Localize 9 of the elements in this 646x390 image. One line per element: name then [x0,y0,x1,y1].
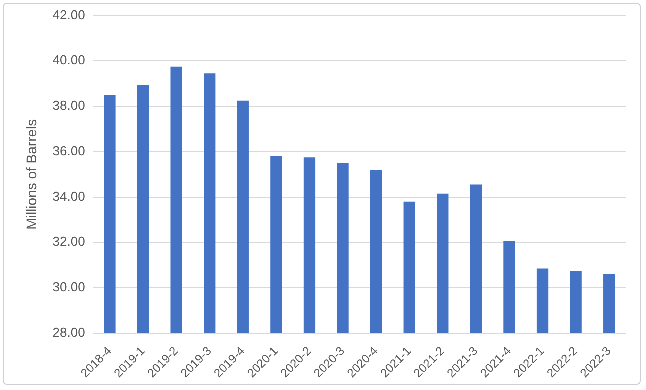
y-tick-label: 38.00 [52,98,86,114]
y-tick-label: 28.00 [52,324,86,340]
y-tick-label: 30.00 [52,280,86,295]
y-tick-label: 40.00 [52,52,86,68]
y-tick-label: 36.00 [52,143,86,158]
y-tick-label: 42.00 [52,7,86,22]
y-axis-title: Millions of Barrels [23,119,40,230]
y-tick-label: 34.00 [52,188,86,204]
y-tick-label: 32.00 [52,234,86,250]
